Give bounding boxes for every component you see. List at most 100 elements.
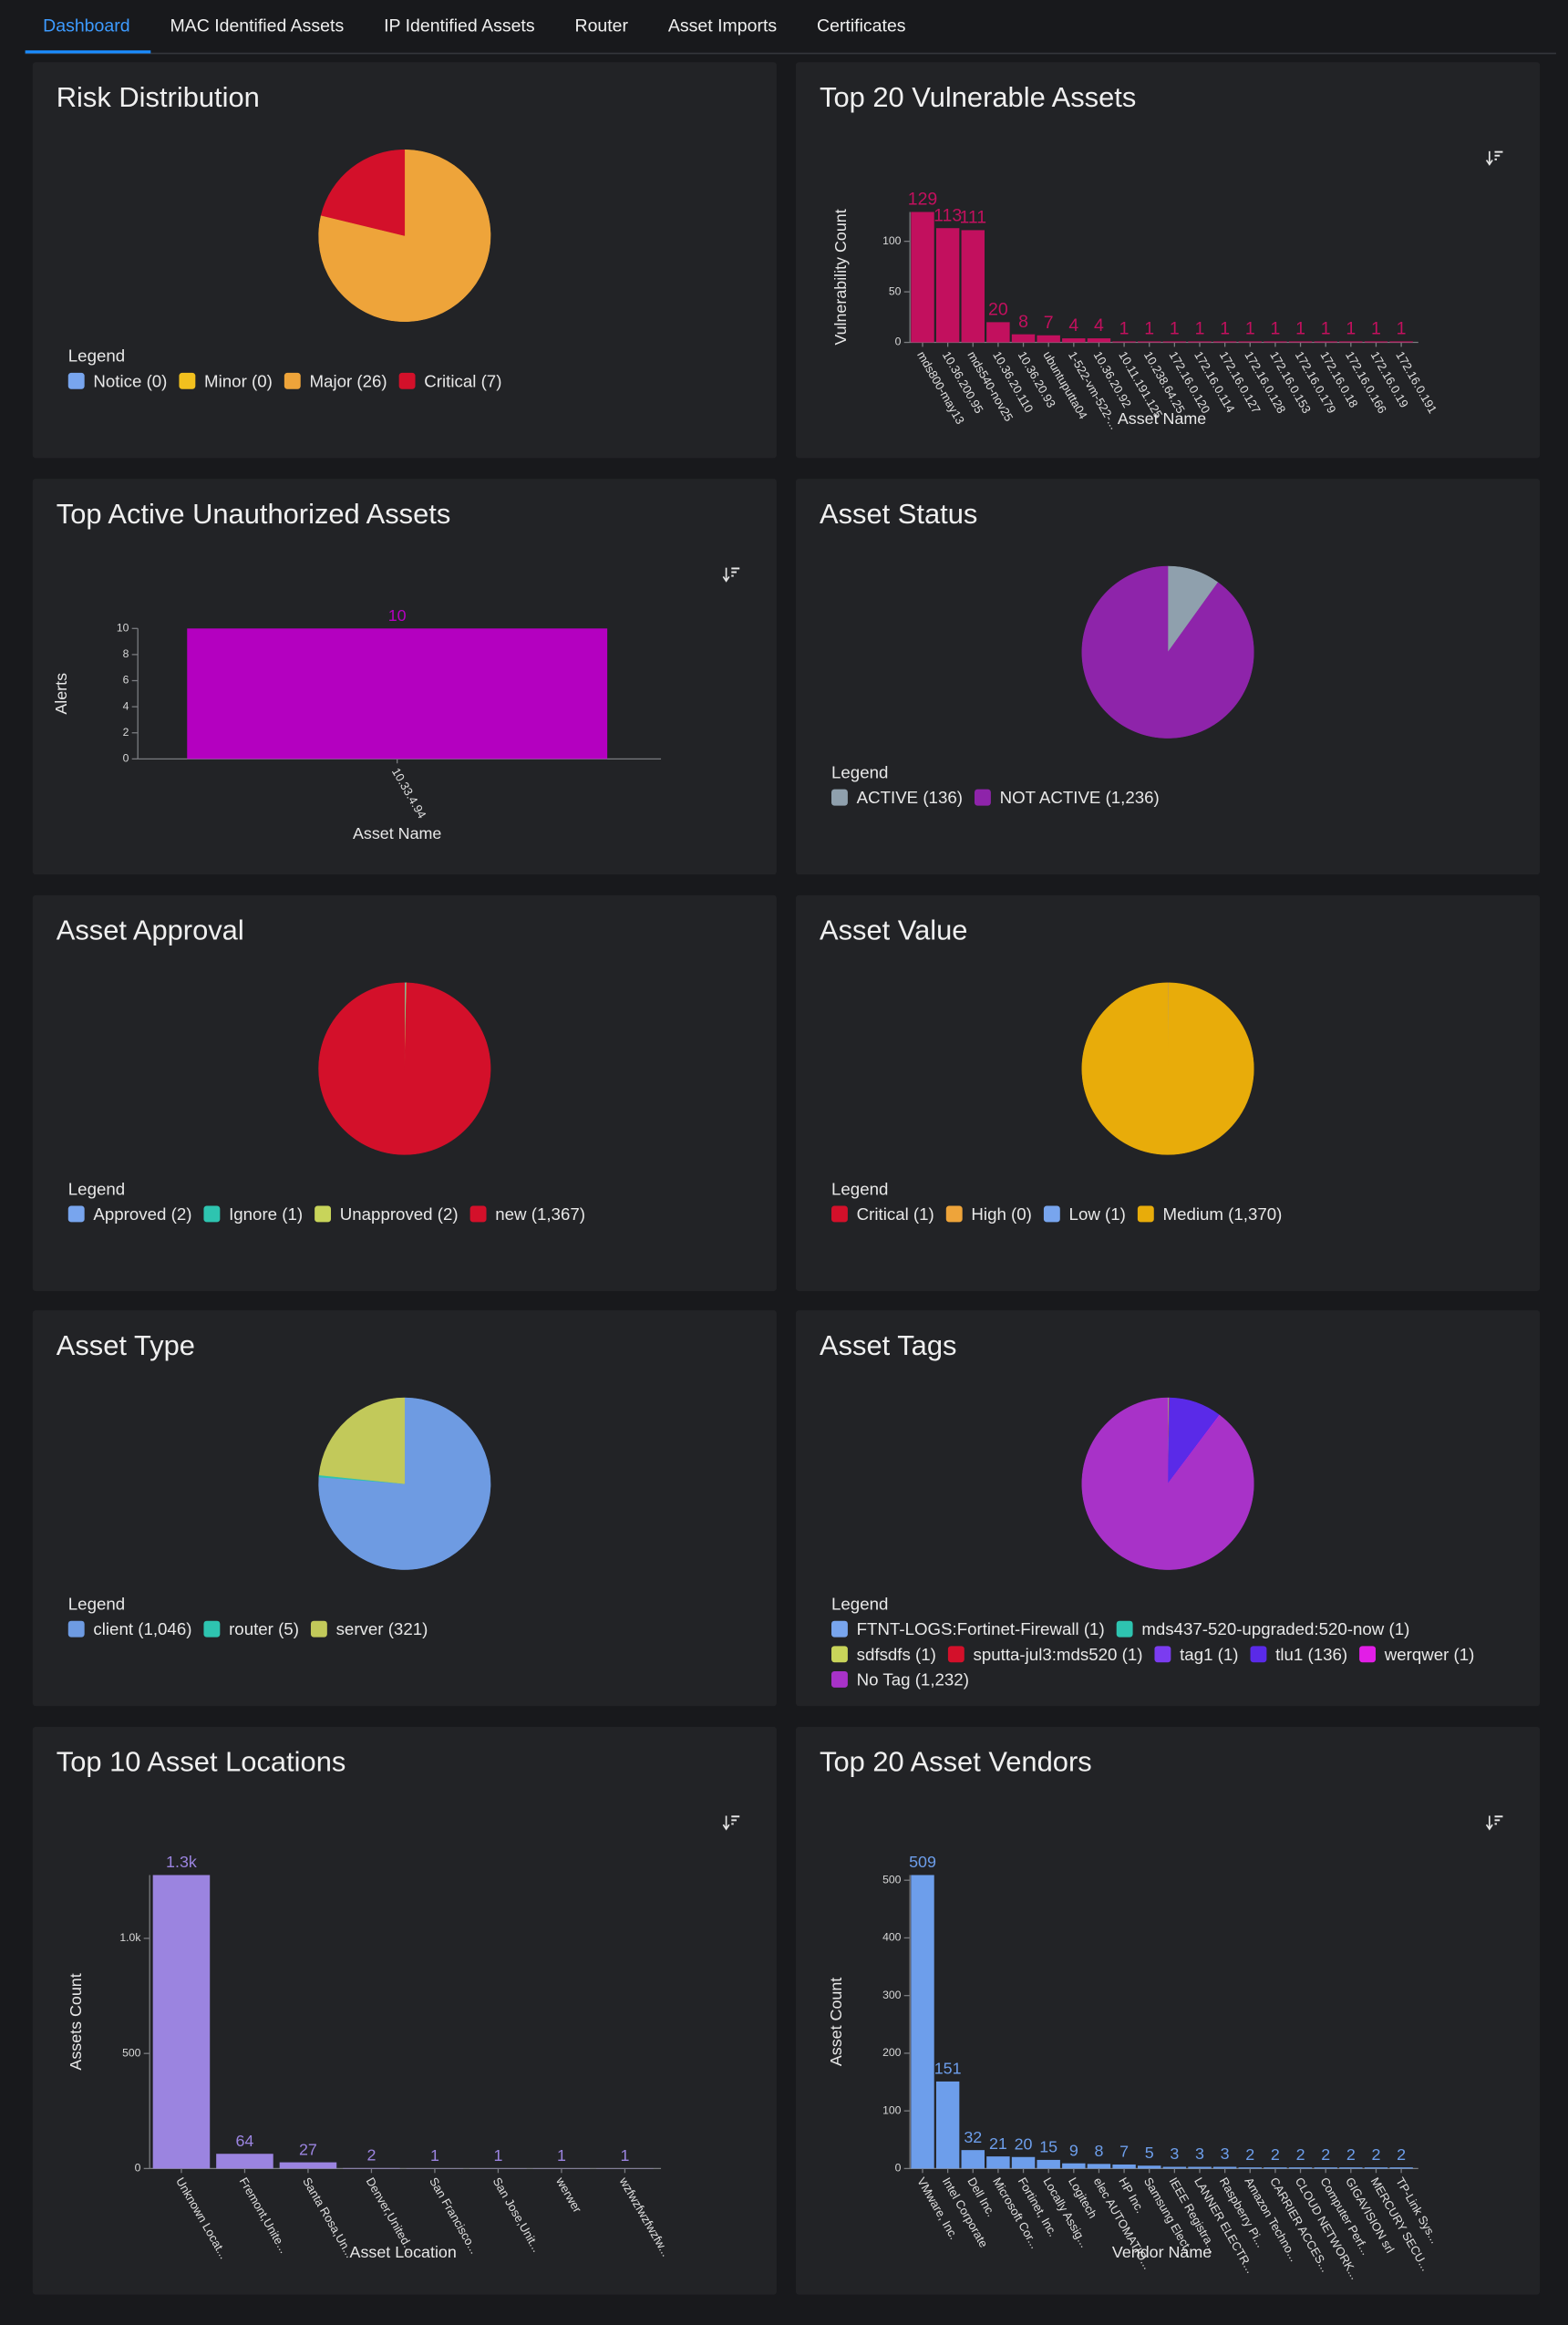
bar — [1212, 2166, 1237, 2169]
bar — [1037, 335, 1060, 343]
bar — [986, 322, 1010, 343]
legend-swatch — [1154, 1646, 1171, 1663]
legend-label: Low (1) — [1069, 1204, 1126, 1224]
bar — [1112, 341, 1136, 343]
bar — [1264, 2167, 1287, 2169]
panel: Asset Type Legend client (1,046) router (5)… — [32, 1310, 777, 1707]
y-tick-label: 300 — [882, 1989, 902, 2001]
tab[interactable]: Certificates — [817, 16, 906, 36]
legend-label: werqwer (1) — [1384, 1645, 1475, 1664]
panel-title: Asset Tags — [820, 1329, 956, 1361]
value-label: 8 — [1094, 2142, 1103, 2160]
legend-swatch — [67, 1205, 85, 1223]
value-label: 1 — [1195, 319, 1205, 339]
legend-label: NOT ACTIVE (1,236) — [1000, 788, 1160, 807]
y-tick-label: 0 — [135, 2162, 141, 2175]
legend-swatch — [67, 372, 85, 389]
pie-slice — [318, 982, 491, 1155]
panel: Top 10 Asset Locations05001.0k1.3kUnknow… — [32, 1726, 777, 2295]
bar — [1389, 2167, 1413, 2169]
tab[interactable]: Dashboard — [43, 16, 129, 36]
value-label: 7 — [1044, 313, 1054, 333]
y-tick-label: 6 — [123, 674, 129, 687]
legend-label: new (1,367) — [495, 1204, 585, 1224]
panel: Asset Approval Legend Approved (2) Ignore (… — [32, 894, 777, 1291]
legend-title: Legend — [68, 1179, 125, 1198]
y-tick-label: 10 — [117, 622, 129, 635]
value-label: 1 — [1295, 319, 1305, 339]
y-tick-label: 500 — [122, 2046, 141, 2059]
value-label: 15 — [1039, 2138, 1057, 2156]
legend-label: High (0) — [971, 1204, 1031, 1224]
panel-title: Risk Distribution — [57, 81, 260, 113]
panel-title: Asset Status — [820, 498, 977, 530]
legend-label: router (5) — [229, 1619, 299, 1638]
value-label: 509 — [909, 1853, 936, 1871]
legend-label: tlu1 (136) — [1275, 1645, 1347, 1664]
value-label: 1 — [1245, 319, 1255, 339]
sort-button[interactable] — [1485, 1815, 1503, 1831]
bar — [1364, 341, 1388, 343]
tab[interactable]: Router — [574, 16, 628, 36]
y-tick-label: 200 — [882, 2046, 902, 2059]
y-tick-label: 4 — [123, 699, 129, 712]
y-tick-label: 500 — [882, 1873, 902, 1886]
sort-button[interactable] — [722, 1815, 740, 1831]
sort-button[interactable] — [722, 567, 740, 583]
legend-swatch — [398, 372, 416, 389]
bar — [1188, 341, 1212, 343]
legend-swatch — [831, 789, 848, 806]
tab[interactable]: IP Identified Assets — [384, 16, 535, 36]
value-label: 1 — [430, 2146, 439, 2165]
value-label: 151 — [934, 2060, 962, 2078]
x-axis-label: Asset Location — [350, 2243, 457, 2261]
value-label: 21 — [989, 2134, 1007, 2153]
panel: Top 20 Asset Vendors 0 100 200 300 400 500 509 V… — [796, 1726, 1541, 2295]
legend-label: FTNT-LOGS:Fortinet-Firewall (1) — [857, 1619, 1105, 1638]
panel-title: Asset Value — [820, 914, 967, 946]
value-label: 1 — [1321, 319, 1331, 339]
bar — [1037, 2159, 1060, 2169]
value-label: 64 — [235, 2132, 253, 2150]
y-tick-label: 100 — [882, 2103, 902, 2116]
bar — [1011, 334, 1036, 343]
tab[interactable]: Asset Imports — [668, 16, 777, 36]
value-label: 4 — [1068, 315, 1078, 336]
value-label: 111 — [959, 208, 986, 228]
panel-title: Top 20 Asset Vendors — [820, 1746, 1092, 1778]
y-tick-label: 50 — [889, 284, 902, 297]
value-label: 1 — [557, 2146, 566, 2165]
value-label: 5 — [1145, 2144, 1154, 2162]
value-label: 2 — [1271, 2145, 1280, 2164]
y-tick-label: 1.0k — [119, 1931, 141, 1944]
tab[interactable]: MAC Identified Assets — [170, 16, 344, 36]
y-tick-label: 100 — [882, 234, 902, 247]
legend-label: mds437-520-upgraded:520-now (1) — [1141, 1619, 1409, 1638]
value-label: 1.3k — [166, 1853, 197, 1871]
panel-title: Asset Approval — [57, 914, 244, 946]
legend-swatch — [1043, 1205, 1060, 1223]
sort-icon-arrow — [1485, 1824, 1493, 1831]
bar — [1288, 341, 1313, 343]
y-tick-label: 400 — [882, 1931, 902, 1944]
value-label: 9 — [1069, 2141, 1078, 2159]
value-label: 2 — [1296, 2145, 1305, 2164]
legend-label: sputta-jul3:mds520 (1) — [974, 1645, 1143, 1664]
y-tick-label: 0 — [895, 336, 902, 348]
bar — [216, 2154, 273, 2169]
panel: Top Active Unauthorized Assets0246810101… — [32, 479, 777, 875]
value-label: 2 — [1245, 2145, 1254, 2164]
legend-label: Minor (0) — [204, 371, 273, 390]
legend-swatch — [310, 1620, 327, 1638]
bar — [1112, 2164, 1136, 2169]
value-label: 7 — [1119, 2143, 1129, 2161]
legend-label: Medium (1,370) — [1163, 1204, 1283, 1224]
legend-label: client (1,046) — [93, 1619, 191, 1638]
legend-label: No Tag (1,232) — [857, 1669, 969, 1689]
legend-swatch — [831, 1670, 848, 1688]
legend-label: Critical (1) — [857, 1204, 934, 1224]
panel-title: Top Active Unauthorized Assets — [57, 498, 451, 530]
legend-swatch — [203, 1205, 221, 1223]
bar — [1314, 2167, 1337, 2169]
sort-button[interactable] — [1485, 150, 1503, 166]
